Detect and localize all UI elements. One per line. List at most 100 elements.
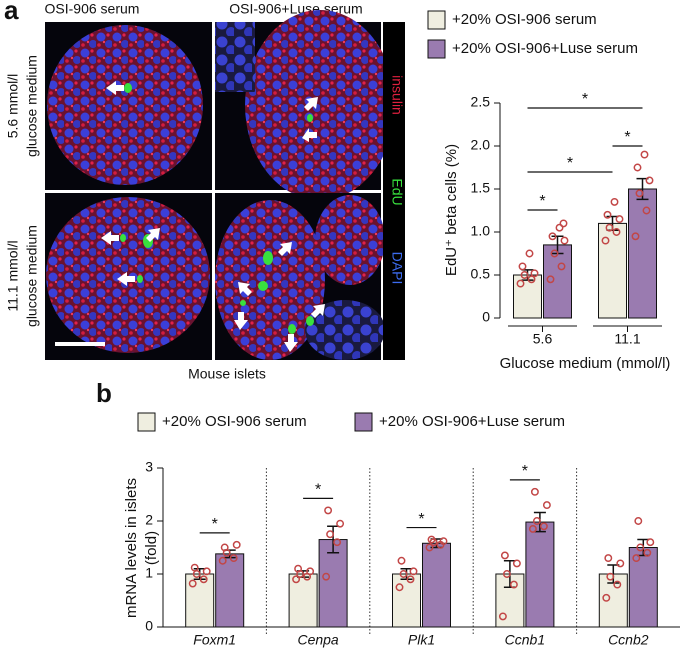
x-tick-label: Ccnb1 [505, 632, 545, 648]
legend-label: +20% OSI-906+Luse serum [452, 40, 638, 57]
y-axis-label: mRNA levels in islets [123, 478, 140, 618]
legend-swatch [354, 412, 373, 432]
legend-swatch [137, 412, 156, 432]
data-point [525, 249, 534, 258]
data-point [336, 519, 345, 528]
data-point [645, 176, 654, 185]
islet [315, 195, 385, 285]
y-tick-label: 1 [145, 565, 153, 581]
x-tick-label: 5.6 [533, 331, 553, 347]
bar [185, 573, 215, 628]
x-axis-label: Glucose medium (mmol/l) [500, 355, 671, 372]
data-point [612, 228, 621, 236]
data-point [632, 554, 641, 563]
row-label-line: 11.1 mmol/l [5, 240, 21, 311]
data-point [530, 269, 539, 278]
data-point [636, 543, 645, 552]
y-tick-label: 0 [482, 309, 490, 325]
data-point [520, 271, 529, 279]
y-tick-label: 2.5 [471, 94, 491, 110]
micrographs: insulin EdU DAPI [45, 10, 405, 360]
significance-label: * [315, 482, 321, 499]
data-point [439, 537, 448, 546]
data-point [502, 570, 511, 578]
significance-label: * [582, 91, 588, 108]
nuclei [305, 300, 385, 360]
bar [598, 222, 627, 319]
row-label-line: 5.6 mmol/l [5, 74, 21, 139]
data-point [232, 540, 241, 549]
data-point [557, 262, 566, 271]
data-point [634, 517, 643, 525]
stain-strip [383, 22, 405, 360]
data-point [555, 223, 564, 232]
data-point [512, 559, 521, 568]
legend-label: +20% OSI-906 serum [452, 11, 597, 28]
data-point [610, 197, 619, 206]
nuclei [215, 22, 255, 92]
bar [318, 539, 348, 628]
stain-label: EdU [389, 178, 405, 205]
data-point [616, 559, 625, 568]
data-point [229, 554, 238, 563]
row-label: 5.6 mmol/l glucose medium [5, 55, 40, 157]
data-point [427, 535, 436, 544]
data-point [615, 215, 624, 224]
islet [46, 197, 210, 353]
data-point [542, 501, 551, 510]
y-tick-label: 3 [145, 459, 153, 475]
y-tick-label: 1.0 [471, 223, 491, 239]
data-point [613, 580, 622, 589]
legend-label: +20% OSI-906+Luse serum [379, 413, 565, 430]
edu-dots [120, 83, 314, 334]
x-tick-label: Plk1 [408, 632, 435, 648]
data-point [326, 530, 335, 539]
error-bar [327, 525, 340, 554]
bar [422, 542, 451, 628]
data-point [604, 554, 613, 563]
data-point [633, 163, 642, 172]
data-point [322, 572, 331, 581]
data-point [631, 232, 640, 241]
data-point [603, 210, 612, 219]
data-point [559, 219, 568, 228]
significance-label: * [567, 155, 573, 172]
data-point [606, 572, 615, 581]
data-point [333, 538, 342, 547]
islet [245, 10, 395, 200]
significance-label: * [418, 511, 424, 528]
data-point [640, 150, 649, 159]
panel-label: b [96, 378, 112, 408]
data-point [602, 593, 611, 602]
bar [628, 188, 657, 319]
bar [525, 521, 555, 628]
data-point [199, 575, 208, 584]
stain-label: insulin [389, 75, 405, 115]
islet [47, 25, 203, 185]
column-header: OSI-906 serum [45, 1, 140, 17]
data-point [509, 580, 518, 589]
significance-label: * [539, 193, 545, 210]
bar [288, 573, 318, 628]
legend-swatch [427, 10, 446, 30]
data-point [527, 275, 536, 284]
y-tick-label: 0.5 [471, 266, 491, 282]
significance-label: * [624, 129, 630, 146]
data-point [202, 567, 211, 576]
data-point [406, 575, 415, 584]
data-point [605, 223, 614, 232]
data-point [409, 567, 418, 576]
row-label-line: glucose medium [24, 225, 40, 327]
row-label-line: glucose medium [24, 55, 40, 157]
x-tick-label: 11.1 [614, 331, 640, 347]
y-tick-label: 2.0 [471, 137, 491, 153]
data-point [399, 570, 408, 578]
data-point [539, 522, 548, 531]
data-point [530, 487, 539, 496]
data-point [518, 262, 527, 271]
x-tick-label: Ccnb2 [608, 632, 649, 648]
data-point [646, 538, 655, 547]
data-point [635, 189, 644, 198]
data-point [306, 567, 315, 576]
